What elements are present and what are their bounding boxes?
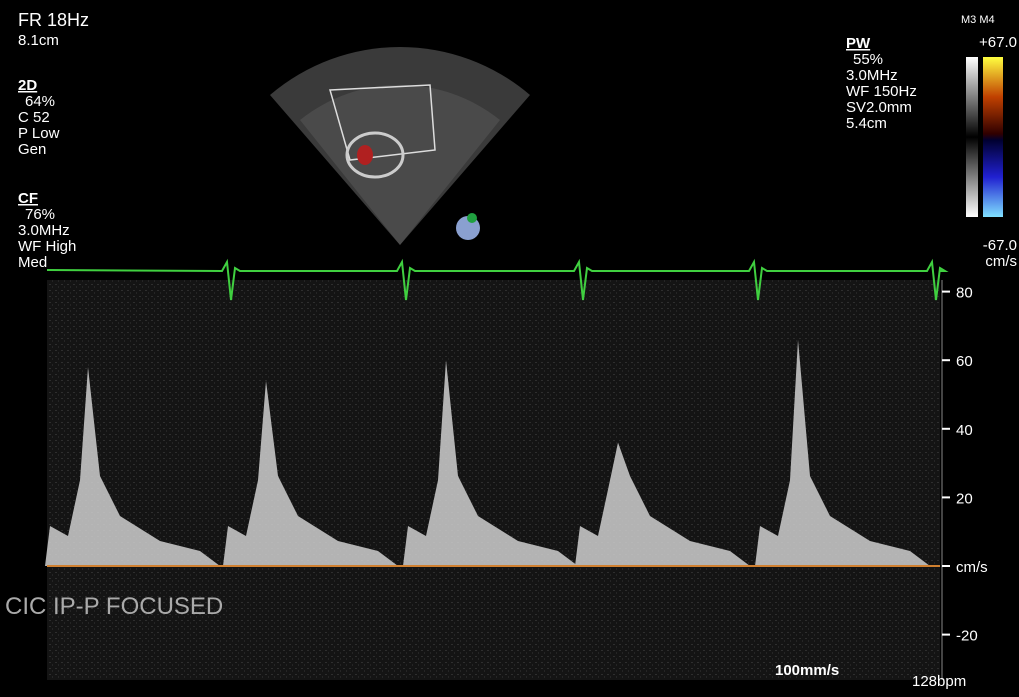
param: 64% [25,93,55,110]
color-bar [983,57,1003,217]
tick-label: 20 [956,490,973,507]
color-bar-unit: cm/s [985,253,1017,270]
param: SV2.0mm [846,99,912,116]
tick-label: 60 [956,353,973,370]
ultrasound-screen: 80 60 40 20 -20 cm/s FR 18Hz 8.1cm 2D 64% C 5… [0,0,1019,692]
color-bar-label: M3 M4 [961,14,995,26]
tick-label: -20 [956,628,978,645]
sweep-speed: 100mm/s [775,662,839,679]
param: 5.4cm [846,115,887,132]
page: 80 60 40 20 -20 cm/s FR 18Hz 8.1cm 2D 64% C 5… [0,0,1019,697]
param: Gen [18,141,46,158]
param: 55% [853,51,883,68]
param: Med [18,254,47,271]
param: WF 150Hz [846,83,917,100]
mode-title: PW [846,35,871,52]
mode-title: 2D [18,77,37,94]
param: WF High [18,238,76,255]
tick-label: 80 [956,285,973,302]
color-bar-min: -67.0 [983,237,1017,254]
depth: 8.1cm [18,32,59,49]
param: 3.0MHz [846,67,898,84]
param: C 52 [18,109,50,126]
param: 76% [25,206,55,223]
tick-unit: cm/s [956,559,988,576]
heart-rate: 128bpm [912,673,966,690]
mode-title: CF [18,190,38,207]
param: 3.0MHz [18,222,70,239]
overlay-text: CIC IP-P FOCUSED [5,593,223,620]
tick-label: 40 [956,422,973,439]
color-bar-max: +67.0 [979,34,1017,51]
gray-bar [966,57,978,217]
frame-rate: FR 18Hz [18,10,89,30]
param: P Low [18,125,60,142]
